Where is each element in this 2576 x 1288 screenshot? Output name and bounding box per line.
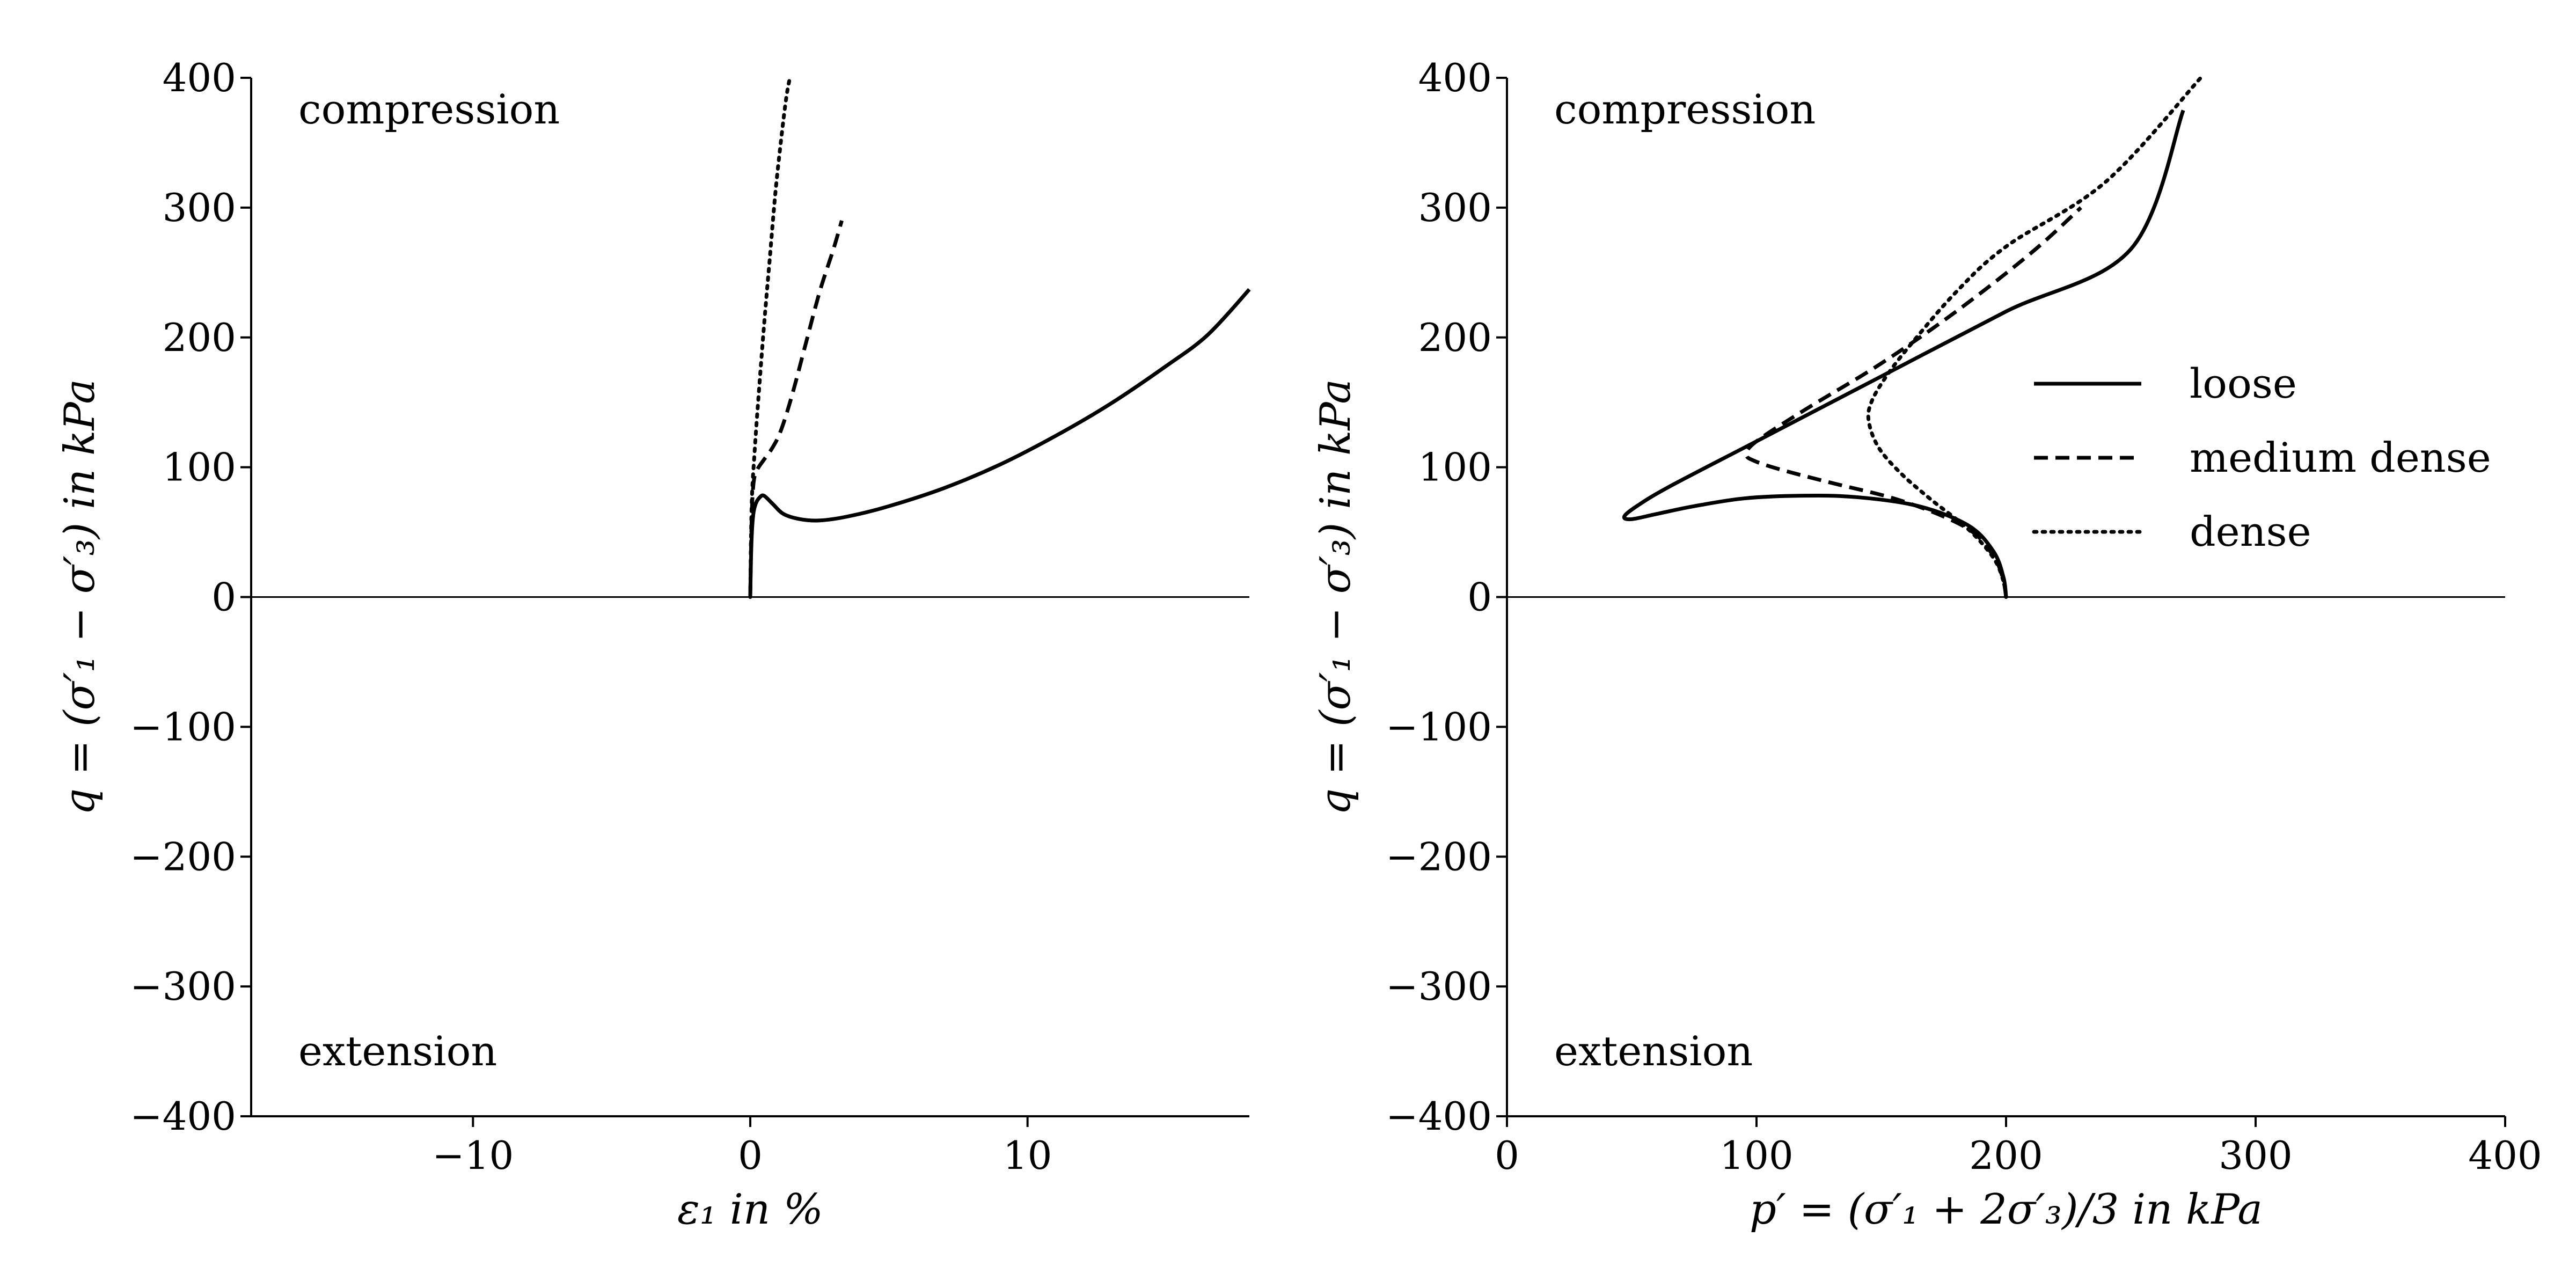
y-tick-label: −100 [1386, 704, 1492, 749]
x-tick-label: 0 [738, 1133, 763, 1178]
y-axis-label: q = (σ′₁ − σ′₃) in kPa [1312, 379, 1360, 815]
legend-label: loose [2190, 360, 2297, 407]
y-tick-label: −300 [1386, 964, 1492, 1009]
y-tick-label: −400 [130, 1094, 236, 1139]
annotation-extension: extension [1554, 1027, 1753, 1075]
y-tick-label: 200 [163, 315, 236, 360]
x-tick-label: 100 [1719, 1133, 1793, 1178]
series-line-dense [748, 73, 793, 599]
y-tick-label: 200 [1418, 315, 1492, 360]
annotation-compression: compression [298, 85, 560, 133]
series-line-dense [1866, 76, 2203, 599]
x-tick-label: 400 [2468, 1133, 2542, 1178]
legend-label: medium dense [2190, 434, 2491, 481]
y-tick-label: −200 [1386, 834, 1492, 879]
y-tick-label: 0 [1467, 575, 1492, 620]
y-tick-label: 300 [163, 185, 236, 230]
series-line-medium-dense [1744, 206, 2082, 598]
x-axis-label: ε₁ in % [677, 1185, 823, 1234]
annotation-extension: extension [298, 1027, 497, 1075]
legend-label: dense [2190, 508, 2311, 555]
x-tick-label: 10 [1003, 1133, 1052, 1178]
y-tick-label: −300 [130, 964, 236, 1009]
series-line-medium-dense [748, 220, 844, 597]
x-axis-label: p′ = (σ′₁ + 2σ′₃)/3 in kPa [1750, 1185, 2263, 1234]
x-tick-label: 300 [2219, 1133, 2292, 1178]
stress-path-panel: −400 −300 −200 −100 0 100 200 300 400 0 100 200 300 4… [1312, 55, 2542, 1234]
y-tick-label: 400 [163, 55, 236, 100]
y-tick-label: −400 [1386, 1094, 1492, 1139]
y-tick-label: 400 [1418, 55, 1492, 100]
series-line-loose [748, 288, 1251, 597]
y-tick-label: 0 [211, 575, 236, 620]
x-tick-label: 200 [1969, 1133, 2043, 1178]
legend: loose medium dense dense [2032, 360, 2491, 555]
x-tick-label: −10 [432, 1133, 514, 1178]
y-tick-label: −100 [130, 704, 236, 749]
y-tick-label: 100 [163, 445, 236, 490]
y-tick-label: 100 [1418, 445, 1492, 490]
x-tick-label: 0 [1495, 1133, 1519, 1178]
y-tick-label: −200 [130, 834, 236, 879]
y-axis-label: q = (σ′₁ − σ′₃) in kPa [56, 379, 104, 815]
y-tick-label: 300 [1418, 185, 1492, 230]
annotation-compression: compression [1554, 85, 1816, 133]
